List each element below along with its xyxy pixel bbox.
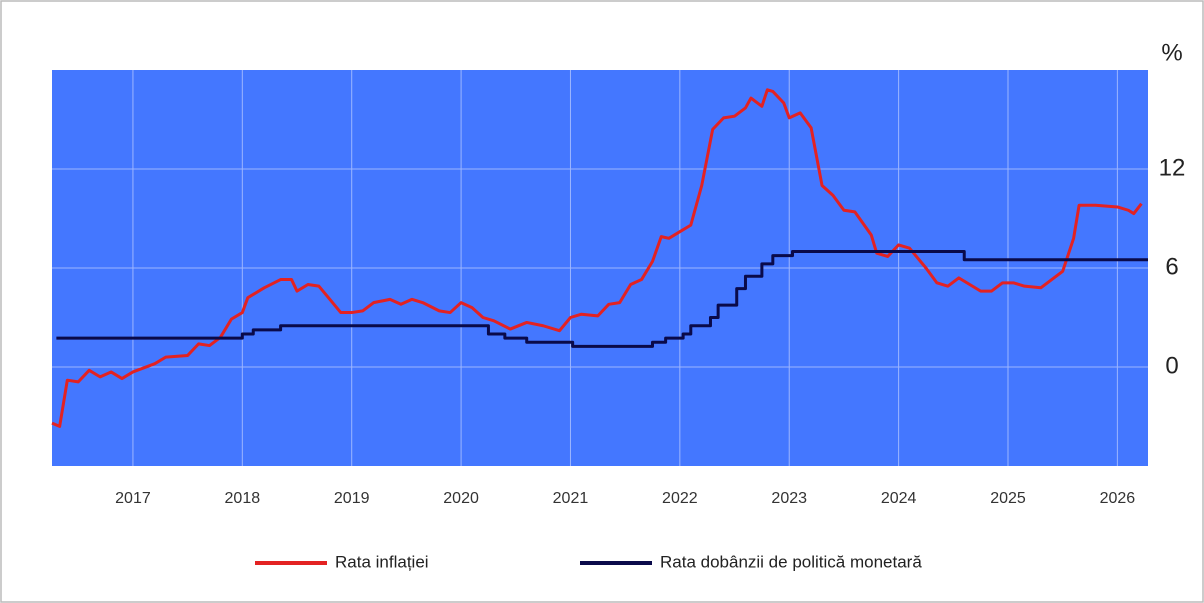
y-tick-label: 12 — [1159, 154, 1186, 181]
x-tick-label: 2017 — [115, 490, 151, 507]
x-tick-label: 2025 — [990, 490, 1026, 507]
y-unit-label: % — [1161, 39, 1182, 66]
series-line — [51, 88, 1143, 428]
legend-label: Rata inflației — [335, 552, 429, 571]
x-tick-label: 2019 — [334, 490, 370, 507]
legend-label: Rata dobânzii de politică monetară — [660, 552, 922, 571]
y-tick-label: 0 — [1165, 352, 1178, 379]
x-tick-label: 2018 — [225, 490, 261, 507]
series-line — [56, 250, 1148, 348]
y-tick-label: 6 — [1165, 253, 1178, 280]
x-tick-label: 2023 — [771, 490, 807, 507]
x-tick-label: 2026 — [1100, 490, 1136, 507]
x-tick-label: 2021 — [553, 490, 589, 507]
x-tick-label: 2022 — [662, 490, 698, 507]
x-tick-label: 2024 — [881, 490, 917, 507]
x-tick-label: 2020 — [443, 490, 479, 507]
